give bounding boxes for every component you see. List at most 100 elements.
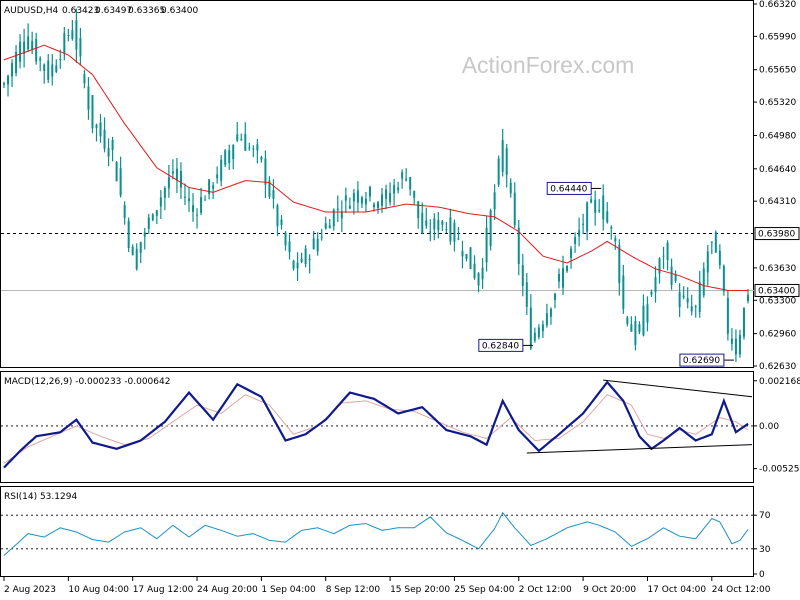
candle-body — [646, 304, 649, 323]
time-tick-label: 25 Sep 04:00 — [454, 585, 514, 595]
watermark: ActionForex.com — [462, 52, 635, 78]
candle-body — [200, 197, 203, 213]
level-label-box — [754, 283, 800, 297]
candle-body — [280, 219, 283, 225]
candle-body — [453, 222, 456, 242]
candle-body — [706, 251, 709, 273]
candle-body — [445, 229, 448, 231]
macd-tick-label: 0.00 — [759, 422, 779, 432]
candle-body — [586, 202, 589, 232]
candle-body — [208, 179, 211, 195]
candle-body — [590, 199, 593, 203]
time-tick-label: 2 Oct 12:00 — [519, 585, 572, 595]
price-annotations: 0.64440 0.62840 0.62690 — [478, 181, 734, 367]
candle-body — [465, 254, 468, 259]
candle-body — [296, 262, 299, 269]
rsi-tick-label: 70 — [759, 511, 771, 521]
candle-body — [481, 267, 484, 280]
candle-body — [240, 138, 243, 141]
level-label: 0.63400 — [758, 286, 795, 296]
candle-body — [135, 248, 138, 270]
candle-body — [163, 187, 166, 198]
candle-body — [602, 195, 605, 220]
candle-body — [549, 308, 552, 317]
price-tick-label: 0.65320 — [759, 98, 796, 108]
candle-body — [236, 134, 239, 141]
candle-body — [183, 196, 186, 198]
candle-body — [437, 219, 440, 231]
macd-tick-label: 0.002168 — [759, 377, 800, 387]
candle-body — [155, 210, 158, 216]
candlestick-series — [3, 8, 749, 362]
candle-body — [212, 185, 215, 189]
price-tick-label: 0.65990 — [759, 32, 796, 42]
candle-body — [147, 217, 150, 229]
candle-body — [252, 148, 255, 150]
candle-body — [562, 268, 565, 288]
ohlc-close: 0.63400 — [161, 6, 198, 16]
symbol-label: AUDUSD,H4 — [4, 6, 59, 16]
candle-body — [192, 205, 195, 212]
candle-body — [377, 202, 380, 209]
candle-body — [119, 168, 122, 196]
candle-body — [75, 20, 78, 50]
candle-body — [650, 291, 653, 295]
time-axis: 2 Aug 2023 10 Aug 04:00 17 Aug 12:00 24 Aug… — [3, 577, 771, 595]
candle-body — [79, 38, 82, 57]
price-tick-label: 0.62630 — [759, 362, 796, 372]
candle-body — [276, 205, 279, 227]
candle-body — [35, 38, 38, 62]
price-panel-frame — [0, 0, 754, 368]
candle-body — [429, 231, 432, 233]
candle-body — [401, 172, 404, 179]
price-tick-label: 0.64640 — [759, 165, 796, 175]
rsi-levels — [1, 514, 754, 550]
candle-body — [674, 274, 677, 281]
candle-body — [364, 198, 367, 205]
price-tick-label: 0.64310 — [759, 197, 796, 207]
candle-body — [171, 171, 174, 174]
candle-body — [39, 58, 42, 61]
candle-body — [123, 205, 126, 218]
candle-body — [91, 95, 94, 129]
annotation-box — [679, 353, 725, 367]
candle-body — [328, 225, 331, 229]
macd-tick-label: -0.00525 — [759, 465, 799, 475]
candle-body — [421, 212, 424, 233]
rsi-tick-label: 0 — [759, 570, 765, 580]
candle-body — [541, 324, 544, 332]
candle-body — [15, 51, 18, 74]
ohlc-high: 0.63497 — [95, 6, 132, 16]
candle-body — [99, 122, 102, 137]
candle-body — [702, 268, 705, 296]
candle-body — [694, 306, 697, 308]
candle-body — [682, 295, 685, 298]
candle-body — [143, 232, 146, 237]
candle-body — [127, 220, 130, 248]
candle-body — [23, 41, 26, 55]
candle-body — [497, 158, 500, 185]
rsi-label: RSI(14) 53.1294 — [4, 492, 77, 502]
candle-body — [461, 250, 464, 257]
candle-body — [574, 237, 577, 244]
candle-body — [738, 334, 741, 355]
candle-body — [175, 168, 178, 181]
price-tick-label: 0.62960 — [759, 330, 796, 340]
candle-body — [477, 273, 480, 286]
rsi-axis: 70 30 0 — [754, 511, 771, 580]
candle-body — [730, 338, 733, 344]
candle-body — [187, 198, 190, 202]
candle-body — [115, 162, 118, 182]
candle-body — [256, 144, 259, 151]
candle-body — [722, 265, 725, 292]
candle-body — [509, 182, 512, 194]
candle-body — [389, 193, 392, 203]
candle-body — [308, 259, 311, 261]
ohlc-low: 0.63365 — [128, 6, 165, 16]
candle-body — [417, 201, 420, 218]
time-tick-label: 15 Sep 20:00 — [390, 585, 450, 595]
candle-body — [622, 275, 625, 310]
candle-body — [393, 185, 396, 194]
candle-body — [83, 74, 86, 84]
candle-body — [489, 210, 492, 247]
